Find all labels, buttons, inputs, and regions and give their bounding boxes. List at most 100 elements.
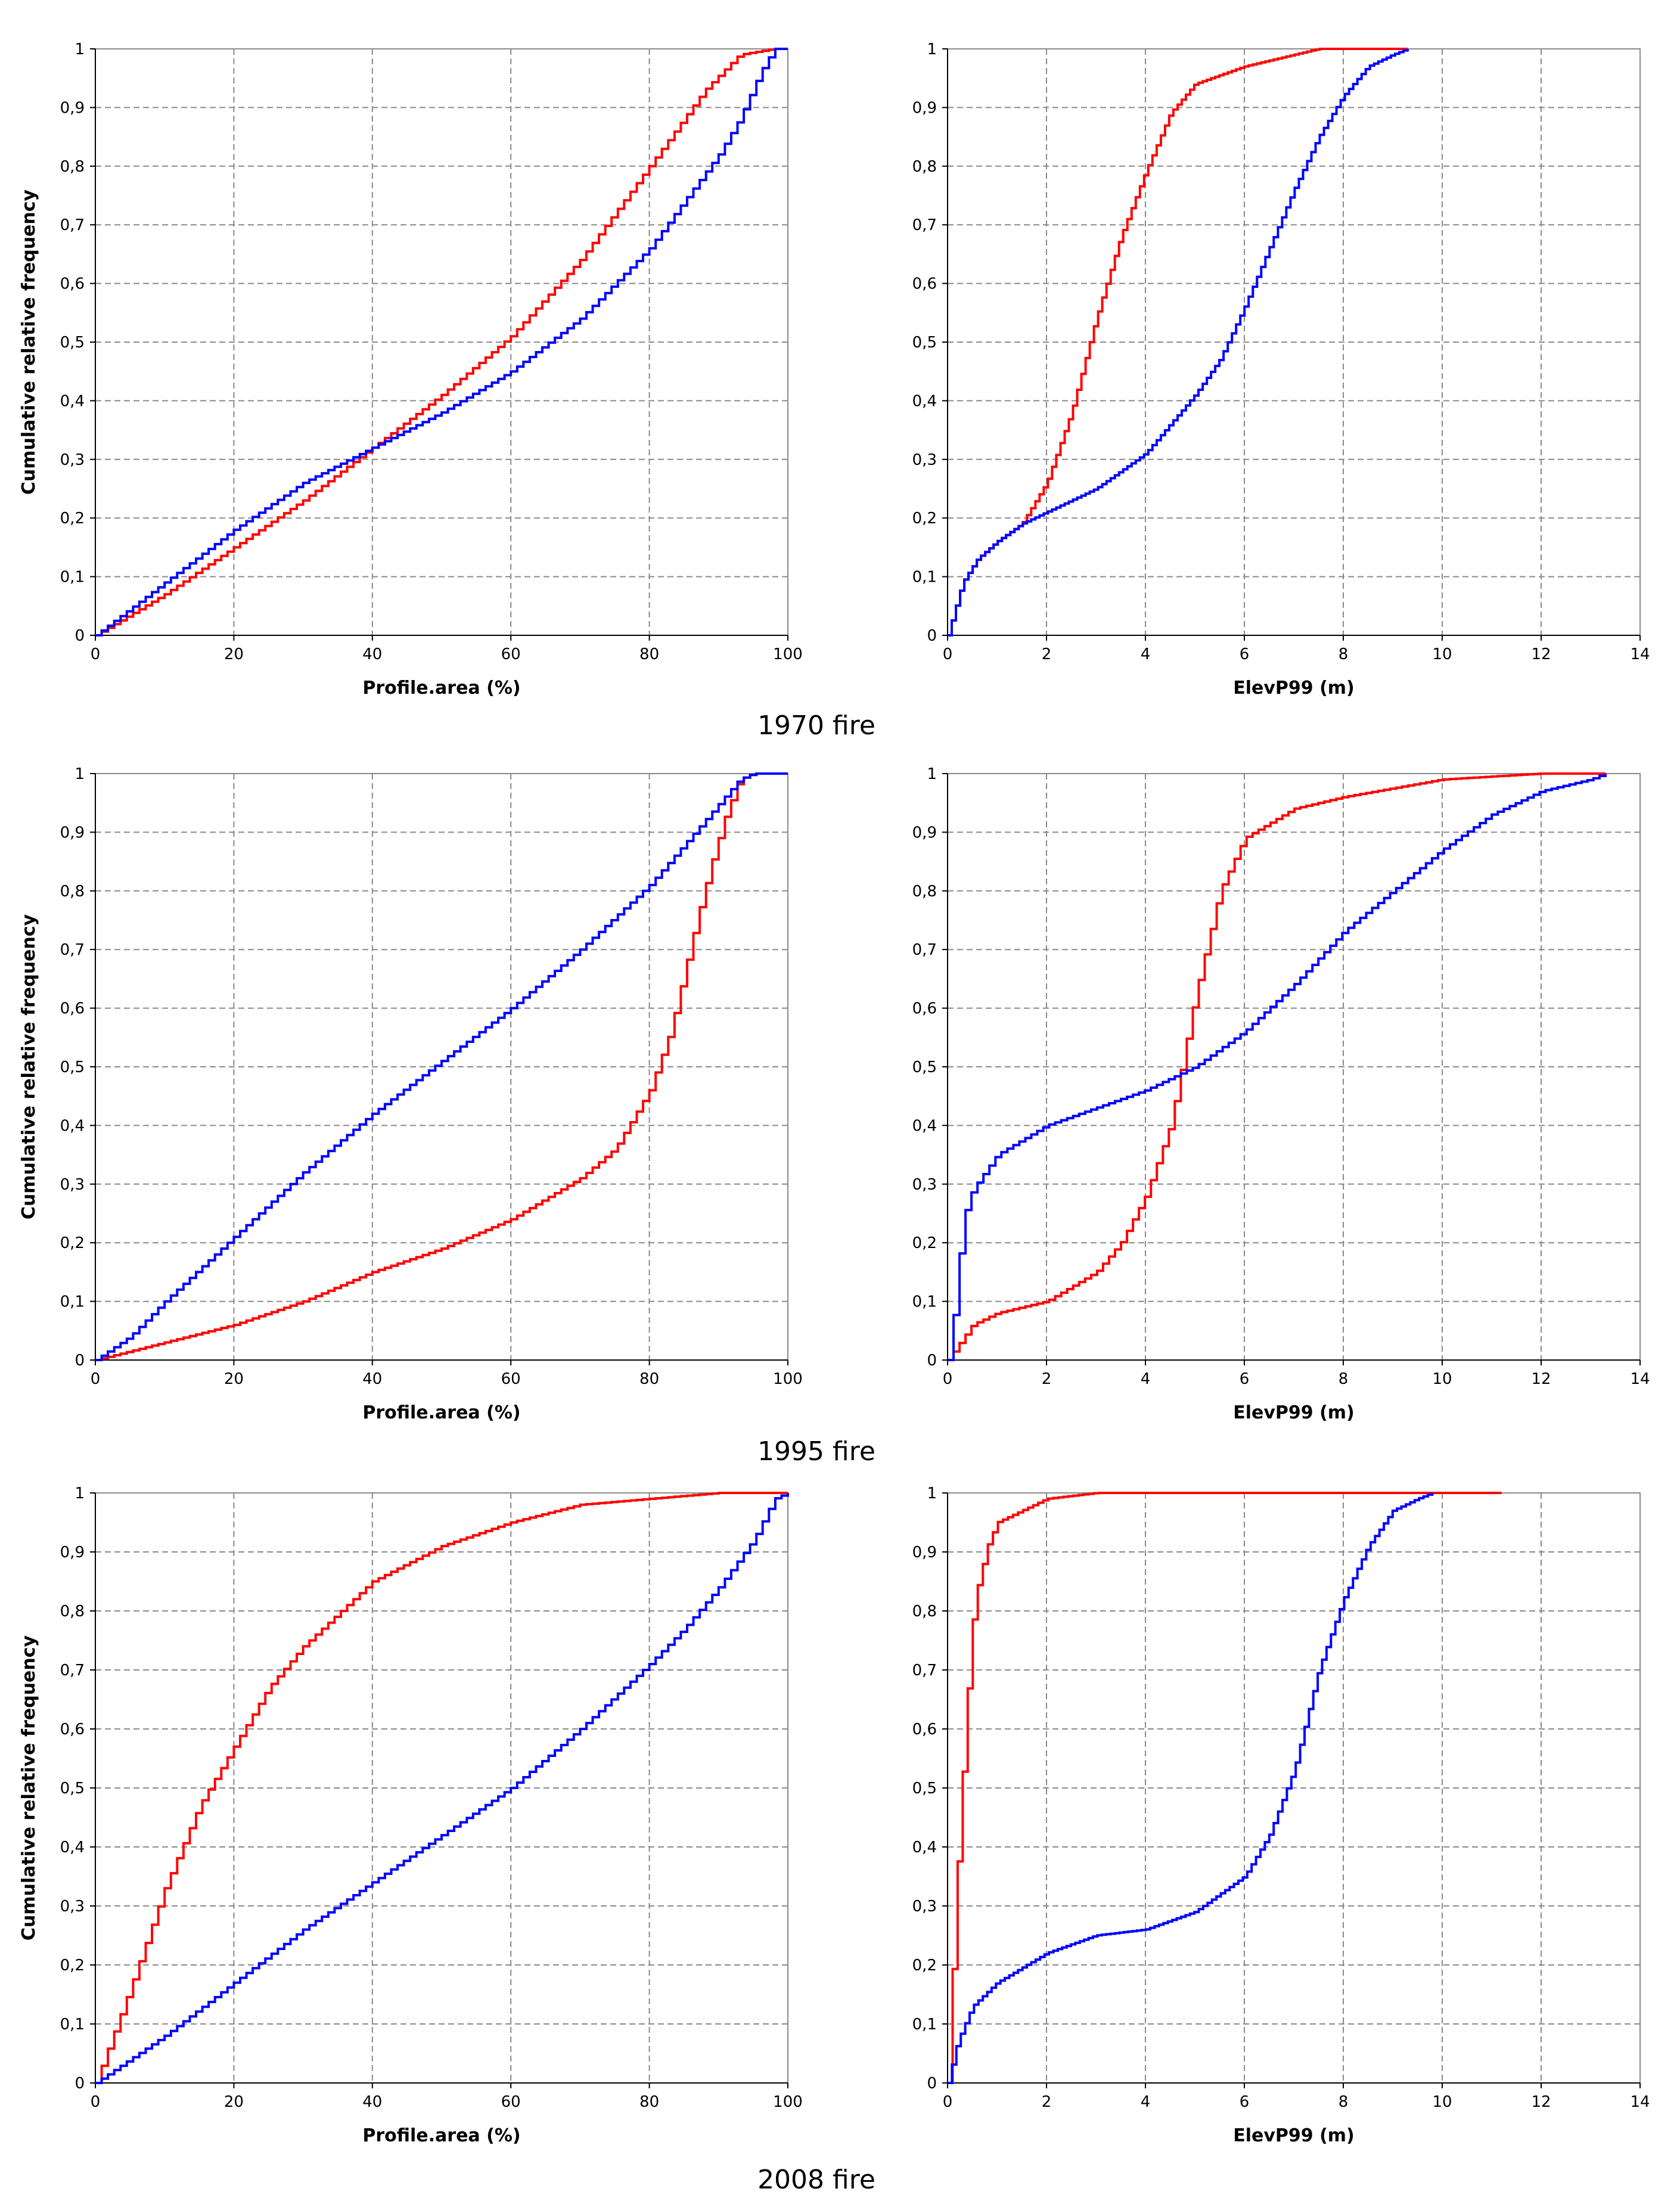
x-tick-label: 100: [773, 2093, 803, 2111]
x-tick-label: 0: [91, 2093, 101, 2111]
y-tick-label: 0,1: [912, 1293, 937, 1311]
x-tick-label: 60: [501, 1370, 521, 1388]
y-tick-label: 0,5: [912, 1058, 937, 1076]
chart-panel-3: 0 2 4 6 8 10 12 14 0 0,1 0,2 0,3 0,4 0,5 0,6 0,7 0,8 0,9 1…: [912, 765, 1650, 1423]
series-line-red: [948, 1492, 1502, 2084]
y-tick-label: 1: [74, 1485, 85, 1502]
y-tick-label: 0,4: [60, 1839, 85, 1856]
y-tick-label: 1: [74, 765, 85, 783]
caption-1995-fire: 1995 fire: [757, 1436, 875, 1467]
y-tick-label: 0,9: [60, 824, 85, 842]
y-axis-label: Cumulative relative frequency: [18, 189, 39, 495]
x-tick-label: 20: [224, 2093, 244, 2111]
y-tick-label: 0,8: [912, 883, 937, 901]
x-axis-label: ElevP99 (m): [1233, 1402, 1355, 1423]
y-tick-label: 0,7: [912, 941, 937, 959]
series-line-blue: [948, 1493, 1434, 2084]
y-tick-label: 0,9: [912, 99, 937, 117]
y-tick-label: 0,2: [912, 1957, 937, 1974]
x-tick-label: 6: [1240, 1370, 1250, 1388]
y-tick-label: 0,9: [912, 1544, 937, 1561]
y-tick-label: 0,4: [912, 1839, 937, 1856]
chart-panel-1: 0 2 4 6 8 10 12 14 0 0,1 0,2 0,3 0,4 0,5 0,6 0,7 0,8 0,9 1…: [912, 41, 1650, 698]
x-tick-label: 8: [1339, 645, 1349, 663]
y-tick-label: 0,7: [912, 216, 937, 234]
y-tick-label: 0,2: [60, 1957, 85, 1974]
series-line-blue: [95, 1493, 789, 2084]
y-tick-label: 0,7: [60, 216, 85, 234]
y-tick-label: 0: [74, 1352, 85, 1370]
x-tick-label: 8: [1339, 2093, 1349, 2111]
y-tick-label: 1: [927, 765, 937, 783]
y-tick-label: 0,6: [60, 275, 85, 293]
x-tick-label: 2: [1042, 645, 1052, 663]
chart-panel-5: 0 2 4 6 8 10 12 14 0 0,1 0,2 0,3 0,4 0,5 0,6 0,7 0,8 0,9 1…: [912, 1485, 1650, 2146]
y-tick-label: 0,3: [912, 451, 937, 469]
y-tick-label: 0: [74, 2075, 85, 2092]
y-tick-label: 0,5: [912, 1780, 937, 1797]
x-tick-label: 20: [224, 645, 244, 663]
chart-panel-0: 0 20 40 60 80 100 0 0,1 0,2 0,3 0,4 0,5 0,6 0,7 0,8 0,9…: [18, 41, 803, 698]
caption-2008-fire: 2008 fire: [757, 2165, 875, 2195]
y-tick-label: 0,8: [912, 1603, 937, 1620]
y-tick-label: 0,4: [60, 1117, 85, 1135]
series-line-red: [95, 772, 788, 1361]
y-tick-label: 0,7: [60, 1662, 85, 1679]
y-tick-label: 0,1: [912, 2016, 937, 2033]
series-line-blue: [95, 772, 788, 1361]
y-tick-label: 0,7: [912, 1662, 937, 1679]
y-tick-label: 0: [927, 627, 937, 645]
x-tick-label: 0: [943, 645, 953, 663]
y-tick-label: 0,4: [60, 392, 85, 410]
caption-group: 1970 fire 1995 fire 2008 fire: [757, 710, 875, 2195]
x-axis-label: ElevP99 (m): [1233, 2125, 1355, 2146]
y-tick-label: 0,3: [912, 1176, 937, 1194]
x-tick-label: 20: [224, 1370, 244, 1388]
x-tick-label: 14: [1630, 1370, 1650, 1388]
y-axis-label: Cumulative relative frequency: [18, 914, 39, 1219]
x-tick-label: 4: [1141, 1370, 1151, 1388]
x-tick-label: 8: [1339, 1370, 1349, 1388]
y-tick-label: 1: [74, 41, 85, 58]
chart-panel-4: 0 20 40 60 80 100 0 0,1 0,2 0,3 0,4 0,5 0,6 0,7 0,8 0,9…: [18, 1485, 803, 2146]
y-tick-label: 0,2: [912, 1234, 937, 1252]
y-tick-label: 0,3: [912, 1898, 937, 1915]
y-tick-label: 0,9: [912, 824, 937, 842]
x-tick-label: 2: [1042, 2093, 1052, 2111]
series-line-red: [95, 1492, 788, 2084]
x-tick-label: 6: [1240, 645, 1250, 663]
caption-1970-fire: 1970 fire: [757, 710, 875, 741]
x-tick-label: 10: [1432, 2093, 1452, 2111]
y-tick-label: 0,1: [60, 2016, 85, 2033]
y-tick-label: 0,5: [60, 1780, 85, 1797]
y-tick-label: 1: [927, 1485, 937, 1502]
y-tick-label: 0,5: [912, 334, 937, 352]
y-tick-label: 0,3: [60, 451, 85, 469]
x-tick-label: 0: [943, 2093, 953, 2111]
y-axis-label: Cumulative relative frequency: [18, 1635, 39, 1941]
y-tick-label: 0,3: [60, 1898, 85, 1915]
y-tick-label: 0,5: [60, 1058, 85, 1076]
x-tick-label: 10: [1432, 645, 1452, 663]
series-line-blue: [95, 48, 788, 637]
x-tick-label: 0: [943, 1370, 953, 1388]
x-tick-label: 80: [639, 1370, 659, 1388]
y-tick-label: 0,9: [60, 1544, 85, 1561]
y-tick-label: 0: [74, 627, 85, 645]
y-tick-label: 0,8: [60, 883, 85, 901]
y-tick-label: 0,6: [912, 275, 937, 293]
x-tick-label: 0: [91, 1370, 101, 1388]
x-tick-label: 60: [501, 2093, 521, 2111]
x-tick-label: 100: [773, 1370, 803, 1388]
x-tick-label: 6: [1240, 2093, 1250, 2111]
y-tick-label: 0,7: [60, 941, 85, 959]
x-tick-label: 0: [91, 645, 101, 663]
x-axis-label: Profile.area (%): [362, 678, 520, 698]
y-tick-label: 0,8: [60, 1603, 85, 1620]
x-tick-label: 4: [1141, 2093, 1151, 2111]
y-tick-label: 0,6: [60, 1000, 85, 1018]
chart-grid: 0 20 40 60 80 10000,10,20,30,40,50,60,70,80,9…: [18, 41, 1650, 2146]
y-tick-label: 0,6: [912, 1000, 937, 1018]
